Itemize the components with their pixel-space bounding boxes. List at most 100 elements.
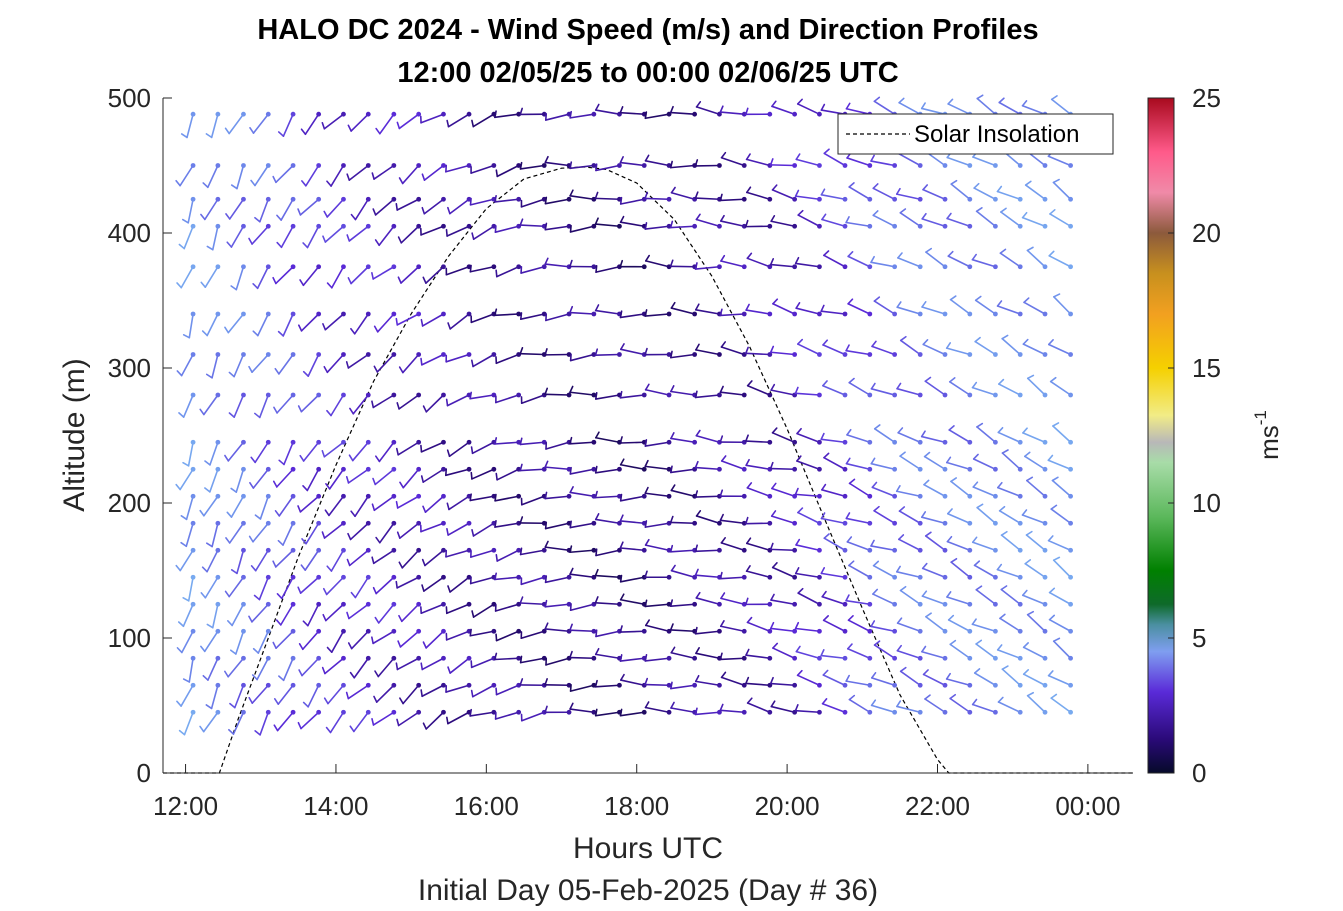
wind-barb (349, 709, 371, 733)
wind-barb (299, 439, 322, 462)
wind-barb (469, 493, 497, 502)
wind-barb (422, 392, 446, 413)
wind-barb (297, 392, 322, 413)
wind-barb (975, 639, 998, 661)
wind-barb (569, 486, 597, 499)
y-ticks: 0 100 200 300 400 500 (108, 83, 172, 788)
wind-barb (797, 587, 822, 607)
wind-barb (569, 161, 597, 170)
wind-barb (372, 466, 397, 486)
wind-barb (996, 185, 1023, 202)
wind-barb (230, 163, 246, 190)
wind-barb (569, 623, 597, 634)
wind-barb (797, 338, 822, 357)
wind-barb (200, 628, 221, 653)
wind-barb (395, 574, 422, 589)
wind-barb (297, 493, 322, 513)
wind-barb (420, 601, 446, 615)
wind-barb (419, 520, 446, 533)
wind-barb (569, 305, 597, 317)
wind-barb (347, 111, 371, 132)
wind-barb (847, 298, 873, 317)
wind-barb (395, 311, 422, 326)
wind-barb (421, 196, 446, 215)
wind-barb (670, 681, 698, 690)
wind-barb (445, 352, 472, 363)
wind-barb (250, 163, 271, 187)
wind-barb (325, 466, 346, 490)
wind-barb (1026, 691, 1048, 715)
wind-barb (870, 539, 898, 553)
wind-barb (870, 154, 898, 168)
wind-barb (899, 335, 923, 357)
wind-barb (821, 698, 848, 715)
wind-barb (1024, 559, 1048, 580)
wind-barb (1022, 642, 1048, 661)
wind-barb (251, 655, 271, 681)
wind-barb (895, 485, 923, 499)
wind-barb (950, 557, 973, 580)
wind-barb (297, 311, 322, 332)
wind-barb (248, 223, 271, 245)
wind-barb (422, 493, 446, 513)
wind-barb (946, 212, 973, 229)
wind-barb (569, 223, 597, 233)
wind-barb (999, 248, 1023, 270)
wind-barb (899, 208, 923, 229)
wind-barb (374, 655, 397, 678)
wind-barb (947, 508, 973, 526)
wind-barb (1047, 670, 1073, 688)
wind-barb (1050, 693, 1073, 715)
wind-barb (1001, 334, 1023, 357)
wind-barb (972, 453, 998, 472)
wind-barb (252, 264, 271, 290)
wind-barb (301, 520, 322, 545)
wind-barb (745, 434, 773, 445)
wind-barb (1026, 246, 1048, 270)
wind-barb (1049, 209, 1073, 229)
wind-barb (897, 427, 923, 445)
wind-barb (326, 392, 346, 417)
wind-barb (224, 574, 246, 598)
wind-barb (720, 214, 747, 229)
wind-barb (923, 451, 948, 472)
wind-barb (945, 672, 973, 688)
wind-barb (202, 163, 221, 189)
wind-barb (619, 390, 647, 399)
wind-barb (225, 196, 246, 220)
wind-barb (794, 621, 822, 634)
colorbar-label: ms-1 (1251, 410, 1284, 460)
wind-barb (273, 709, 296, 732)
wind-barb (277, 111, 296, 137)
wind-barb (274, 493, 296, 517)
wind-barb (921, 301, 948, 317)
wind-barb (324, 493, 346, 517)
wind-barb (820, 304, 848, 317)
wind-barb (422, 628, 446, 649)
wind-barb (845, 594, 873, 607)
wind-barb (772, 298, 798, 317)
wind-barb (399, 682, 422, 705)
wind-barb (720, 151, 747, 168)
wind-barb (846, 643, 873, 661)
wind-barb (946, 591, 973, 607)
wind-barb (1026, 476, 1048, 499)
wind-barb (947, 614, 973, 634)
wind-barb (823, 452, 848, 472)
wind-barb (870, 457, 898, 472)
wind-barb (520, 628, 547, 640)
wind-barb (1000, 207, 1023, 229)
wind-barb (796, 98, 822, 117)
wind-barb (746, 252, 773, 270)
wind-barb (771, 427, 798, 445)
wind-barb (373, 682, 397, 703)
wind-barb (921, 562, 948, 580)
wind-barb (996, 300, 1023, 317)
wind-barb (695, 213, 722, 229)
colorbar-tick-label: 5 (1192, 623, 1206, 653)
wind-barb (974, 295, 998, 317)
wind-barb (644, 347, 672, 357)
wind-barb (248, 682, 271, 704)
wind-barb (276, 223, 296, 249)
wind-barb (847, 251, 873, 270)
